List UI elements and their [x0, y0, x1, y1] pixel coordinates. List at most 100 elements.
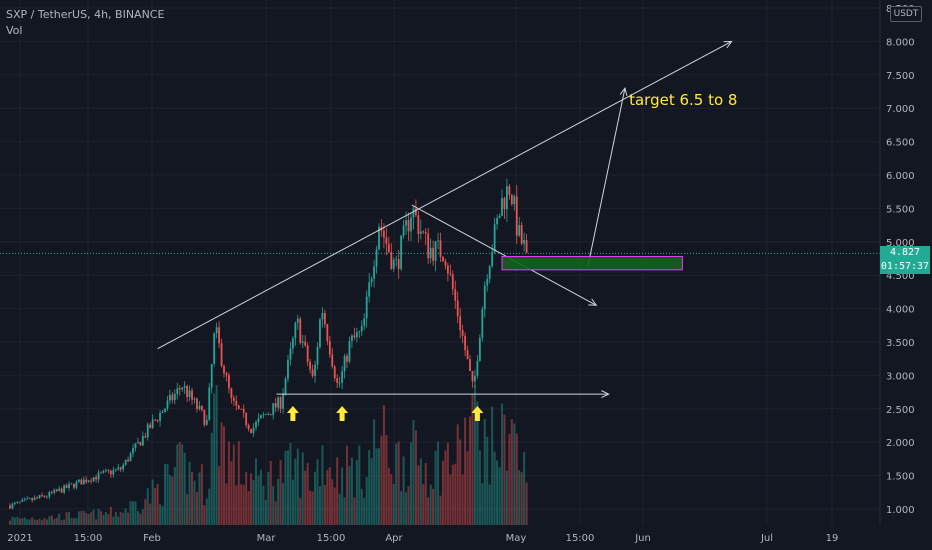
candle-body — [82, 479, 85, 485]
drawings: target 6.5 to 8 — [157, 40, 737, 421]
candle-body — [137, 442, 139, 444]
candle-body — [387, 243, 390, 253]
volume-bar — [245, 471, 248, 525]
volume-bars — [9, 385, 528, 525]
volume-bar — [36, 520, 39, 525]
volume-bar — [471, 393, 474, 525]
volume-bar — [456, 424, 459, 525]
candle-body — [385, 237, 388, 244]
volume-bar — [28, 519, 31, 525]
volume-bar — [318, 486, 321, 525]
volume-bar — [257, 475, 260, 525]
volume-bar — [117, 516, 120, 525]
volume-bar — [441, 460, 444, 525]
volume-bar — [355, 460, 358, 525]
candle-body — [346, 355, 348, 362]
volume-bar — [43, 518, 46, 525]
candle-body — [304, 341, 307, 346]
target-arrow[interactable] — [587, 88, 626, 266]
candle-body — [85, 479, 88, 483]
volume-bar — [109, 506, 112, 525]
candle-body — [510, 194, 513, 205]
candle-body — [469, 359, 471, 372]
volume-bar — [486, 436, 489, 525]
candle-body — [95, 477, 97, 480]
volume-bar — [473, 385, 476, 525]
volume-bar — [343, 497, 346, 525]
candle-body — [235, 400, 238, 406]
volume-bar — [45, 519, 48, 525]
volume-bar — [277, 478, 280, 525]
candle-body — [348, 340, 351, 362]
target-annotation[interactable]: target 6.5 to 8 — [629, 91, 737, 109]
volume-bar — [309, 490, 312, 525]
volume-bar — [85, 512, 88, 525]
volume-bar — [225, 483, 228, 525]
volume-bar — [92, 509, 95, 525]
volume-bar — [176, 444, 179, 525]
x-tick-label: Apr — [385, 533, 403, 544]
candle-body — [459, 316, 462, 331]
volume-bar — [232, 444, 235, 525]
candle-body — [183, 385, 186, 388]
volume-bar — [149, 503, 152, 525]
volume-bar — [55, 517, 58, 525]
axes: 1.000 1.500 2.000 2.500 3.000 3.500 4.000 4.500… — [7, 0, 915, 544]
volume-bar — [134, 501, 137, 525]
candle-body — [525, 240, 528, 254]
volume-bar — [284, 450, 287, 525]
rising-trendline[interactable] — [157, 40, 732, 350]
x-tick-label: 15:00 — [317, 533, 346, 544]
candle-body — [257, 418, 260, 422]
symbol-title[interactable]: SXP / TetherUS, 4h, BINANCE — [6, 8, 165, 21]
volume-bar — [496, 460, 499, 525]
support-line-head — [601, 390, 610, 399]
volume-bar — [493, 451, 496, 525]
candle-body — [213, 333, 216, 364]
volume-bar — [279, 460, 282, 525]
candle-body — [439, 240, 442, 257]
candle-body — [247, 425, 250, 429]
candle-body — [328, 341, 331, 355]
candle-body — [446, 265, 449, 274]
volume-bar — [210, 432, 213, 525]
candle-body — [144, 436, 147, 438]
candle-body — [501, 198, 503, 216]
candle-body — [392, 259, 395, 269]
volume-bar — [405, 492, 408, 525]
candle-body — [230, 388, 233, 398]
candle-body — [456, 300, 459, 317]
entry-zone[interactable] — [501, 255, 683, 271]
volume-bar — [72, 518, 75, 525]
volume-bar — [26, 519, 29, 525]
candle-body — [23, 499, 26, 500]
candle-body — [491, 251, 494, 267]
volume-bar — [365, 476, 368, 525]
volume-bar — [213, 393, 216, 525]
candle-body — [498, 215, 501, 219]
volume-bar — [144, 499, 147, 525]
candle-body — [523, 240, 526, 244]
falling-line[interactable] — [411, 204, 597, 306]
volume-bar — [114, 511, 117, 525]
candle-body — [205, 419, 208, 425]
volume-bar — [237, 441, 240, 525]
candle-body — [306, 345, 309, 362]
candle-body — [240, 408, 243, 410]
candle-body — [161, 411, 164, 414]
currency-badge[interactable]: USDT — [890, 6, 922, 22]
y-tick-label: 3.000 — [886, 371, 915, 382]
candle-body — [105, 470, 107, 472]
volume-bar — [127, 512, 130, 525]
candle-body — [188, 390, 191, 398]
volume-bar — [311, 491, 314, 525]
candle-body — [262, 414, 265, 416]
volume-bar — [173, 467, 176, 525]
volume-bar — [412, 419, 415, 525]
volume-bar — [432, 488, 435, 525]
volume-bar — [451, 464, 454, 525]
candle-body — [488, 266, 491, 279]
candle-body — [333, 366, 336, 379]
volume-bar — [95, 519, 98, 525]
